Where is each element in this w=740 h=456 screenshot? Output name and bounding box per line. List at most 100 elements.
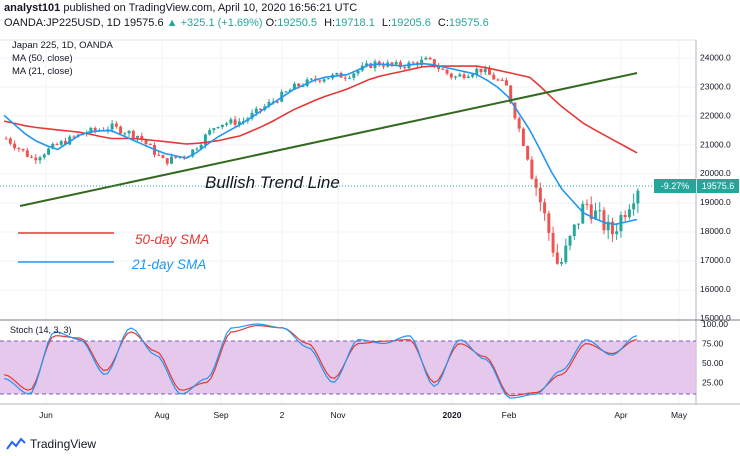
- candle-up: [420, 59, 424, 66]
- candle-down: [432, 59, 436, 67]
- price-tick-label: 24000.0: [700, 52, 731, 62]
- candle-up: [458, 74, 462, 77]
- candle-down: [157, 154, 161, 156]
- candle-down: [390, 62, 394, 65]
- price-tick-label: 18000.0: [700, 226, 731, 236]
- candle-down: [140, 135, 144, 140]
- candle-down: [403, 67, 407, 69]
- candle-up: [627, 209, 631, 218]
- time-tick-label: Jun: [39, 410, 53, 420]
- ma21-line: [3, 62, 638, 226]
- candle-down: [119, 126, 123, 134]
- candle-down: [509, 85, 513, 103]
- publish-info: analyst101 published on TradingView.com,…: [4, 2, 357, 14]
- stoch-legend: Stoch (14, 3, 3): [10, 325, 72, 335]
- candle-up: [203, 134, 207, 145]
- candle-down: [21, 148, 25, 151]
- ma50-line: [3, 65, 638, 154]
- candle-up: [123, 133, 127, 135]
- candle-up: [632, 203, 636, 210]
- candle-up: [59, 141, 63, 145]
- stoch-tick-label: 50.00: [702, 358, 724, 368]
- candle-up: [225, 123, 229, 125]
- candle-up: [475, 68, 479, 75]
- price-tick-label: 15000.0: [700, 313, 731, 323]
- candle-up: [284, 91, 288, 93]
- bullish-trend-line[interactable]: [19, 72, 638, 207]
- stoch-axis: 25.00 50.00 75.00 100.00: [702, 319, 728, 388]
- candle-down: [521, 128, 525, 146]
- low-value: 19205.6: [391, 17, 431, 29]
- ma21-legend: MA (21, close): [12, 66, 73, 77]
- stoch-k-line: [3, 323, 638, 399]
- price-tick-label: 23000.0: [700, 81, 731, 91]
- candle-down: [411, 62, 415, 64]
- candle-down: [297, 83, 301, 87]
- candle-up: [191, 149, 195, 157]
- candle-up: [322, 79, 326, 82]
- published-text: published on TradingView.com, April 10, …: [63, 2, 358, 14]
- pct-badge: [654, 179, 696, 193]
- candle-up: [212, 128, 216, 131]
- candle-down: [55, 143, 59, 145]
- candle-up: [208, 130, 212, 135]
- candle-down: [165, 158, 169, 164]
- candle-down: [602, 210, 606, 231]
- candle-down: [398, 62, 402, 68]
- candle-down: [530, 159, 534, 179]
- candle-up: [89, 127, 93, 133]
- candle-up: [394, 62, 398, 65]
- candle-down: [496, 79, 500, 81]
- candle-down: [318, 80, 322, 82]
- candle-down: [174, 156, 178, 158]
- candle-down: [148, 144, 152, 146]
- candle-up: [195, 148, 199, 150]
- stoch-tick-label: 100.00: [702, 319, 728, 329]
- candle-up: [68, 136, 72, 145]
- candle-down: [428, 57, 432, 60]
- candle-up: [47, 148, 51, 155]
- candle-down: [233, 119, 237, 125]
- price-tick-label: 20000.0: [700, 168, 731, 178]
- candle-up: [326, 78, 330, 80]
- symbol-name[interactable]: OANDA:JP225USD, 1D: [4, 17, 121, 29]
- candle-up: [335, 73, 339, 75]
- time-tick-label: 2020: [443, 410, 462, 420]
- price-tick-label: 17000.0: [700, 255, 731, 265]
- price-tick-label: 22000.0: [700, 110, 731, 120]
- price-chart[interactable]: 15000.0 16000.0 17000.0 18000.0 19000.0 20000…: [0, 0, 740, 434]
- candle-up: [577, 223, 581, 225]
- candle-up: [568, 235, 572, 246]
- candle-up: [301, 85, 305, 87]
- candle-down: [144, 139, 148, 145]
- candle-down: [500, 79, 504, 81]
- candle-down: [17, 148, 21, 150]
- tradingview-logo[interactable]: TradingView: [6, 437, 96, 451]
- candle-up: [292, 83, 296, 90]
- candle-up: [424, 57, 428, 60]
- candle-down: [547, 213, 551, 233]
- sma21-label: 21-day SMA: [131, 257, 206, 272]
- candle-down: [369, 63, 373, 68]
- close-value: 19575.6: [448, 17, 489, 29]
- time-tick-label: Nov: [330, 410, 346, 420]
- stoch-tick-label: 75.00: [702, 339, 724, 349]
- candle-up: [483, 68, 487, 73]
- candle-down: [34, 157, 38, 161]
- stoch-tick-label: 25.00: [702, 378, 724, 388]
- candle-down: [462, 74, 466, 78]
- author-name[interactable]: analyst101: [4, 2, 61, 14]
- candle-down: [585, 203, 589, 205]
- candle-down: [343, 77, 347, 79]
- time-tick-label: 2: [280, 410, 285, 420]
- last-price: 19575.6: [123, 17, 164, 29]
- time-tick-label: Apr: [614, 410, 627, 420]
- chart-header: analyst101 published on TradingView.com,…: [0, 0, 740, 34]
- candle-down: [517, 118, 521, 129]
- candle-up: [365, 63, 369, 66]
- candle-down: [25, 150, 29, 157]
- time-tick-label: Sep: [213, 410, 228, 420]
- price-change: +325.1 (+1.69%): [180, 17, 263, 29]
- symbol-bar: OANDA:JP225USD, 1D 19575.6 ▲ +325.1 (+1.…: [4, 17, 493, 29]
- candle-up: [199, 144, 203, 149]
